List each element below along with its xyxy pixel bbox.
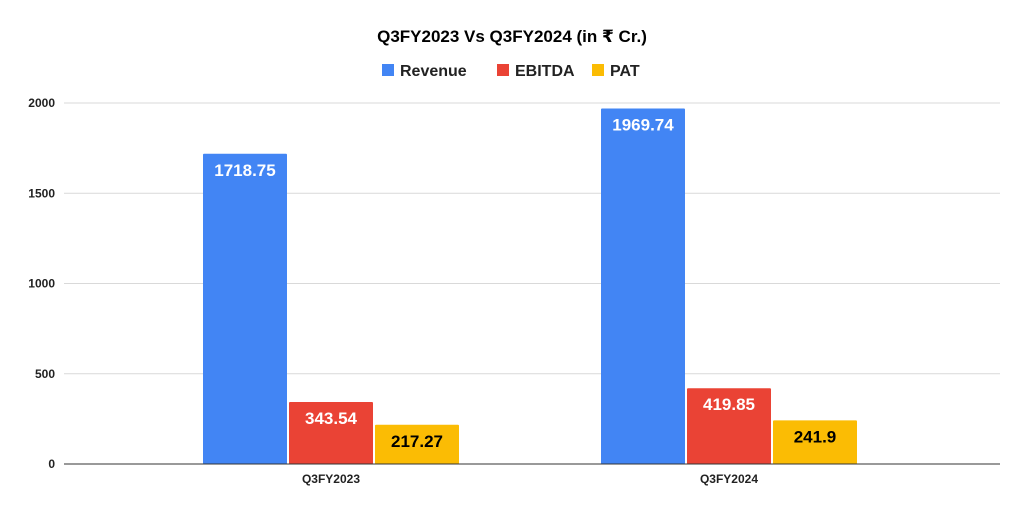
x-tick-label: Q3FY2024 bbox=[700, 472, 758, 486]
legend-swatch-revenue bbox=[382, 64, 394, 76]
y-tick-label: 1500 bbox=[28, 186, 55, 200]
data-label-ebitda-q3fy2023: 343.54 bbox=[305, 409, 358, 428]
legend-swatch-pat bbox=[592, 64, 604, 76]
bar-pat-q3fy2024 bbox=[773, 420, 857, 464]
bar-revenue-q3fy2023 bbox=[203, 153, 287, 464]
bars bbox=[203, 108, 857, 465]
data-label-revenue-q3fy2023: 1718.75 bbox=[214, 161, 275, 180]
legend-label-ebitda: EBITDA bbox=[515, 63, 575, 80]
data-label-revenue-q3fy2024: 1969.74 bbox=[612, 115, 674, 134]
y-tick-label: 500 bbox=[35, 367, 55, 381]
y-tick-label: 0 bbox=[48, 457, 55, 471]
y-tick-label: 2000 bbox=[28, 96, 55, 110]
chart-title: Q3FY2023 Vs Q3FY2024 (in ₹ Cr.) bbox=[377, 27, 647, 46]
bar-pat-q3fy2023 bbox=[375, 424, 459, 464]
x-tick-label: Q3FY2023 bbox=[302, 472, 360, 486]
x-axis: Q3FY2023 Q3FY2024 bbox=[64, 463, 1000, 486]
bar-revenue-q3fy2024 bbox=[601, 108, 685, 465]
bar-ebitda-q3fy2023 bbox=[289, 401, 373, 464]
bar-ebitda-q3fy2024 bbox=[687, 388, 771, 464]
y-axis: 0 500 1000 1500 2000 bbox=[28, 96, 55, 471]
legend-swatch-ebitda bbox=[497, 64, 509, 76]
y-tick-label: 1000 bbox=[28, 277, 55, 291]
legend-label-pat: PAT bbox=[610, 63, 640, 80]
data-label-pat-q3fy2023: 217.27 bbox=[391, 432, 443, 451]
legend: Revenue EBITDA PAT bbox=[382, 63, 640, 80]
data-label-ebitda-q3fy2024: 419.85 bbox=[703, 395, 755, 414]
bar-labels: 1718.75 343.54 217.27 1969.74 419.85 241.9 bbox=[214, 115, 836, 450]
legend-label-revenue: Revenue bbox=[400, 63, 467, 80]
data-label-pat-q3fy2024: 241.9 bbox=[794, 427, 837, 446]
